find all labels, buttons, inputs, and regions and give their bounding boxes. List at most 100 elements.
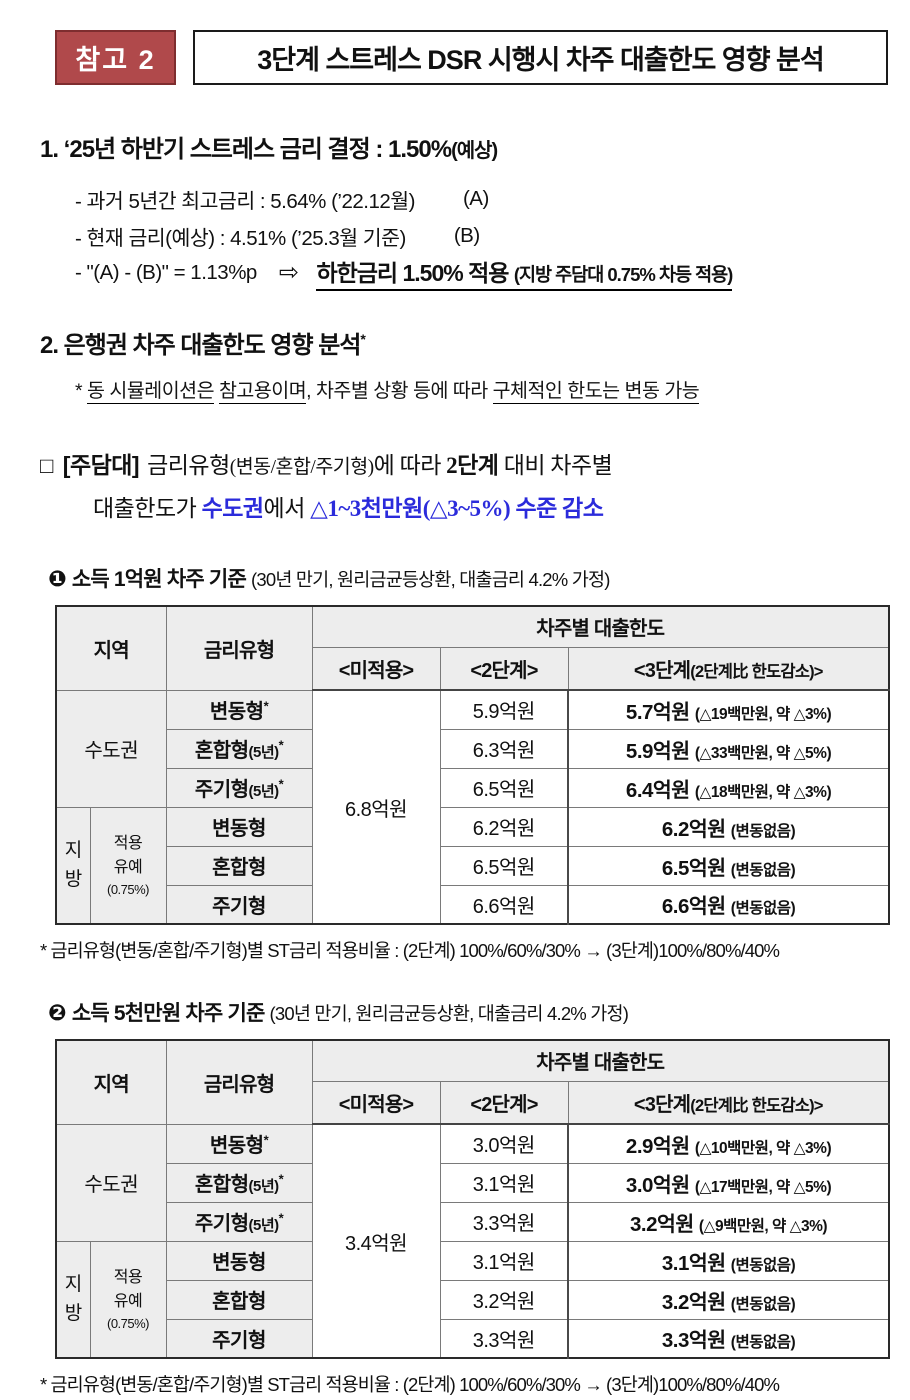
t2-type-cell: 변동형 — [165, 1240, 313, 1281]
step3-value: 3.0억원 — [625, 1173, 695, 1197]
step3-note: (변동없음) — [730, 900, 796, 918]
step3-note: (변동없음) — [730, 822, 796, 840]
para-reduction-blue: △1~3천만원(△3~5%) 수준 감소 — [310, 496, 604, 521]
table1-caption-text: 소득 1억원 차주 기준 — [71, 568, 252, 591]
t1-type-cell: 변동형* — [165, 689, 313, 730]
table-row: 혼합형(5년)* 6.3억원 5.9억원 (△33백만원, 약 △5%) — [56, 728, 890, 769]
loan-limit-table-income-100m: 지역 금리유형 차주별 대출한도 <미적용> <2단계> <3단계(2단계比 한… — [55, 605, 891, 925]
type-label: 혼합형 — [212, 857, 266, 879]
t1-step2-value: 6.5억원 — [439, 845, 569, 886]
step3-note: (△19백만원, 약 △3%) — [694, 705, 832, 723]
para-text-1-paren: (변동/혼합/주기형) — [229, 457, 374, 478]
t1-region-local: 지방 — [55, 806, 91, 925]
step3-value: 6.5억원 — [661, 856, 731, 880]
type-label: 혼합형 — [194, 1174, 249, 1196]
t2-type-cell: 주기형(5년)* — [165, 1201, 313, 1242]
type-label: 혼합형 — [212, 1291, 266, 1313]
t1-step2-value: 6.2억원 — [439, 806, 569, 847]
t2-header-rate-type: 금리유형 — [165, 1039, 313, 1125]
type-footmark: * — [263, 1132, 269, 1148]
section1-title: 1. ‘25년 하반기 스트레스 금리 결정 : 1.50%(예상) — [40, 129, 890, 164]
t1-header-step2: <2단계> — [439, 646, 569, 691]
paragraph-line-2: 대출한도가 수도권에서 △1~3천만원(△3~5%) 수준 감소 — [93, 488, 890, 529]
type-footmark: * — [278, 1210, 284, 1226]
t2-step3-cell: 2.9억원 (△10백만원, 약 △3%) — [567, 1123, 890, 1164]
t1-step2-value: 6.5억원 — [439, 767, 569, 808]
local-note-line1: 적용 — [113, 834, 143, 852]
t2-local-note: 적용 유예 (0.75%) — [89, 1240, 167, 1359]
t1-step3-cell: 6.4억원 (△18백만원, 약 △3%) — [567, 767, 890, 808]
square-bullet-icon: □ — [40, 453, 53, 478]
t2-region-local: 지방 — [55, 1240, 91, 1359]
t2-header-step3-paren: (2단계比 한도감소)> — [690, 1096, 823, 1115]
step3-note: (△9백만원, 약 △3%) — [698, 1217, 828, 1235]
step3-note: (△10백만원, 약 △3%) — [694, 1139, 832, 1157]
type-footmark: * — [278, 776, 284, 792]
table-row: 주기형(5년)* 3.3억원 3.2억원 (△9백만원, 약 △3%) — [56, 1201, 890, 1242]
step3-note: (변동없음) — [730, 1334, 796, 1352]
label-a: (A) — [462, 186, 489, 210]
para-text-2: 에 따라 — [373, 453, 447, 478]
table-row: 주기형 3.3억원 3.3억원 (변동없음) — [56, 1318, 890, 1359]
type-paren: (5년) — [248, 1178, 280, 1195]
t1-header-step3: <3단계(2단계比 한도감소)> — [567, 646, 890, 691]
step3-value: 2.9억원 — [625, 1134, 695, 1158]
t2-step3-cell: 3.2억원 (변동없음) — [567, 1279, 890, 1320]
type-label: 변동형 — [212, 1252, 266, 1274]
list-item-formula: - "(A) - (B)" = 1.13%p ⇨ 하한금리 1.50% 적용 (지방… — [75, 254, 890, 291]
step3-note: (변동없음) — [730, 861, 796, 879]
section2-title-footmark: * — [360, 331, 366, 347]
t1-step3-cell: 5.9억원 (△33백만원, 약 △5%) — [567, 728, 890, 769]
step3-note: (△18백만원, 약 △3%) — [694, 783, 832, 801]
t1-step3-cell: 6.2억원 (변동없음) — [567, 806, 890, 847]
t2-region-metro: 수도권 — [55, 1123, 167, 1242]
table-row: 주기형 6.6억원 6.6억원 (변동없음) — [56, 884, 890, 925]
reference-badge: 참고 2 — [55, 30, 176, 85]
para-text-4: 대출한도가 — [93, 496, 202, 521]
local-note-line2: 유예 — [113, 858, 143, 876]
t2-header-group: 차주별 대출한도 — [311, 1039, 890, 1082]
type-footmark: * — [263, 698, 269, 714]
t2-step3-cell: 3.0억원 (△17백만원, 약 △5%) — [567, 1162, 890, 1203]
step3-value: 5.7억원 — [625, 700, 695, 724]
t2-step3-cell: 3.2억원 (△9백만원, 약 △3%) — [567, 1201, 890, 1242]
right-arrow-icon: ⇨ — [278, 259, 299, 286]
t2-type-cell: 변동형* — [165, 1123, 313, 1164]
t1-no-apply-value: 6.8억원 — [311, 689, 441, 925]
simulation-note: * 동 시뮬레이션은 참고용이며, 차주별 상황 등에 따라 구체적인 한도는 … — [75, 374, 890, 404]
table-row: 지방 적용 유예 (0.75%) 변동형 3.1억원 3.1억원 (변동없음) — [55, 1240, 890, 1359]
circled-1-icon: ❶ — [48, 566, 67, 591]
section-stress-rate: 1. ‘25년 하반기 스트레스 금리 결정 : 1.50%(예상) - 과거 … — [40, 129, 890, 291]
step3-value: 5.9억원 — [625, 739, 695, 763]
t2-step2-value: 3.3억원 — [439, 1201, 569, 1242]
step3-value: 3.3억원 — [661, 1329, 731, 1353]
floor-rate-text: 하한금리 1.50% 적용 — [316, 260, 514, 286]
step3-note: (△17백만원, 약 △5%) — [694, 1178, 832, 1196]
t1-step3-cell: 6.6억원 (변동없음) — [567, 884, 890, 925]
table2-caption-text: 소득 5천만원 차주 기준 — [71, 1002, 270, 1025]
para-text-1: 금리유형 — [147, 453, 230, 478]
loan-limit-table-income-50m: 지역 금리유형 차주별 대출한도 <미적용> <2단계> <3단계(2단계比 한… — [55, 1039, 891, 1359]
page-title: 3단계 스트레스 DSR 시행시 차주 대출한도 영향 분석 — [193, 30, 888, 85]
t2-header-step3: <3단계(2단계比 한도감소)> — [567, 1080, 890, 1125]
t2-type-cell: 혼합형 — [165, 1279, 313, 1320]
t1-step2-value: 6.3억원 — [439, 728, 569, 769]
local-note-line1: 적용 — [113, 1268, 143, 1286]
local-note-line2: 유예 — [113, 1292, 143, 1310]
t1-step3-cell: 6.5억원 (변동없음) — [567, 845, 890, 886]
label-b: (B) — [453, 223, 480, 247]
type-label: 주기형 — [194, 1213, 249, 1235]
list-item-max-rate: - 과거 5년간 최고금리 : 5.64% (’22.12월) (A) — [75, 180, 890, 217]
table-row: 혼합형 6.5억원 6.5억원 (변동없음) — [56, 845, 890, 886]
step3-value: 3.2억원 — [629, 1212, 699, 1236]
t1-step2-value: 6.6억원 — [439, 884, 569, 925]
section1-items: - 과거 5년간 최고금리 : 5.64% (’22.12월) (A) - 현재 … — [75, 180, 890, 291]
section2-title-text: 2. 은행권 차주 대출한도 영향 분석 — [40, 332, 361, 359]
table-row: 수도권 변동형* 3.4억원 3.0억원 2.9억원 (△10백만원, 약 △3… — [55, 1123, 890, 1359]
t2-header-step3-main: <3단계 — [633, 1093, 691, 1116]
type-label: 혼합형 — [194, 740, 249, 762]
note-underline-3: 구체적인 한도는 변동 가능 — [492, 380, 700, 404]
formula-text: - "(A) - (B)" = 1.13%p — [75, 260, 257, 284]
note-mid-2: , 차주별 상황 등에 따라 — [306, 380, 493, 402]
